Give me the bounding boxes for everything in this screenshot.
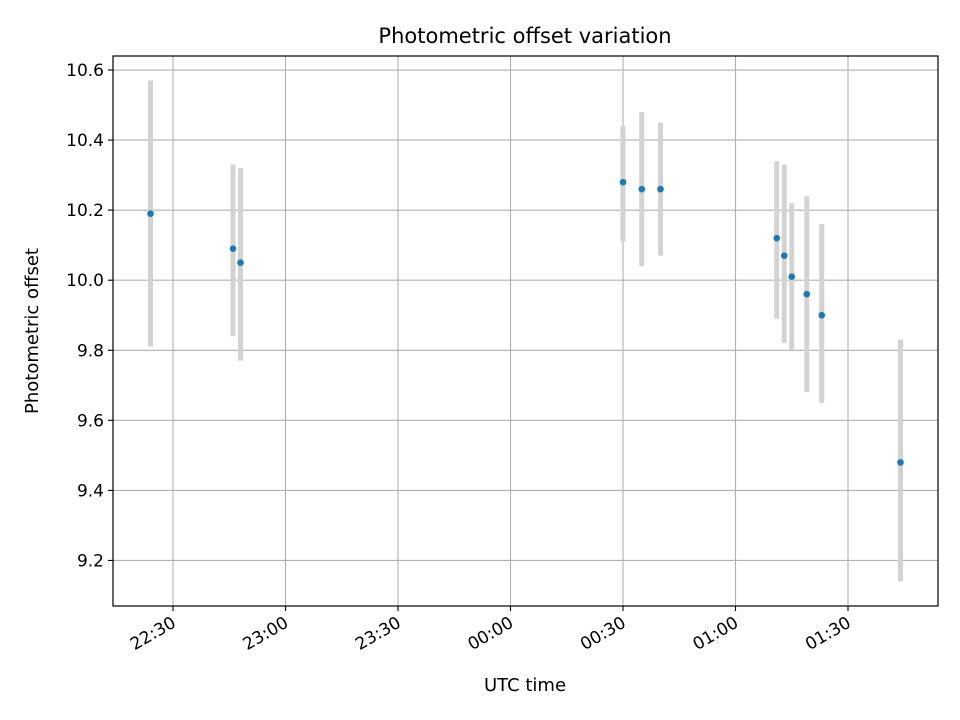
- y-tick-label: 9.6: [77, 411, 104, 431]
- y-tick-label: 9.8: [77, 341, 104, 361]
- data-point: [147, 210, 154, 217]
- y-tick-label: 9.4: [77, 481, 104, 501]
- y-tick-label: 10.0: [66, 271, 104, 291]
- data-point: [803, 290, 811, 298]
- data-point: [619, 178, 627, 186]
- data-point: [638, 185, 646, 193]
- data-point: [229, 245, 237, 252]
- data-point: [788, 273, 796, 281]
- y-axis-label: Photometric offset: [22, 248, 43, 414]
- data-point: [818, 311, 826, 319]
- data-point: [237, 259, 244, 266]
- data-point: [897, 459, 904, 466]
- data-point: [773, 234, 781, 242]
- y-tick-label: 10.4: [66, 131, 104, 151]
- data-point: [780, 252, 788, 259]
- y-tick-label: 10.2: [66, 201, 104, 221]
- x-axis-label: UTC time: [484, 675, 566, 696]
- chart-title: Photometric offset variation: [378, 24, 671, 48]
- y-tick-label: 10.6: [66, 61, 104, 81]
- grid: [113, 56, 938, 606]
- data-point: [657, 185, 664, 193]
- y-tick-label: 9.2: [77, 551, 104, 571]
- data-points: [147, 178, 904, 466]
- plot-frame: [112, 55, 939, 607]
